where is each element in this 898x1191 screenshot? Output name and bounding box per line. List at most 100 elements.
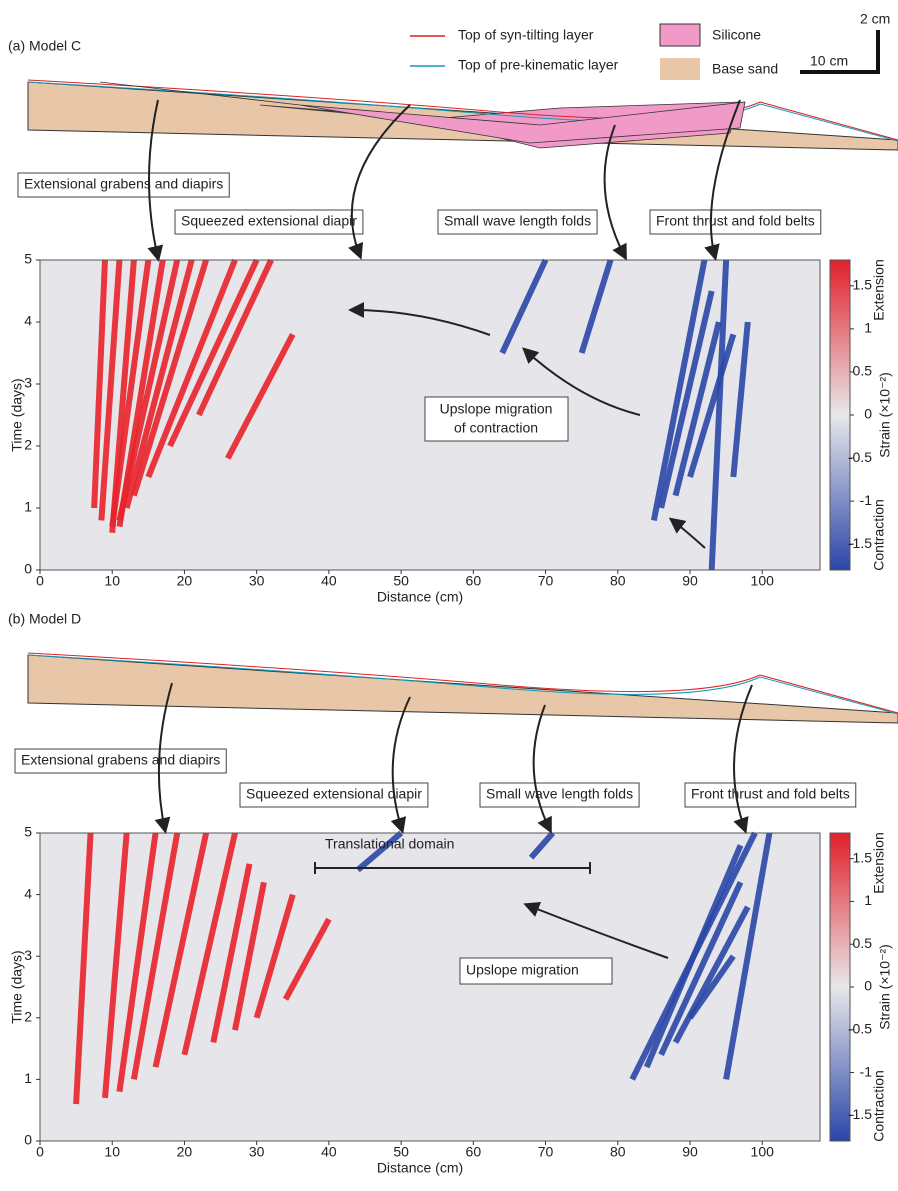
colorbar-tick-label: 0 [864, 406, 872, 422]
y-tick-label: 5 [24, 824, 32, 840]
base-sand [27, 654, 898, 724]
contraction-streak [672, 321, 722, 497]
x-tick-label: 60 [466, 1144, 482, 1160]
extension-streak [130, 832, 181, 1080]
colorbar-tick-label: -1.5 [848, 1106, 872, 1122]
x-tick-label: 30 [249, 573, 265, 589]
annotation: Small wave length folds [444, 213, 591, 229]
extension-streak [116, 259, 181, 522]
x-axis-label: Distance (cm) [377, 1160, 463, 1176]
x-tick-label: 30 [249, 1144, 265, 1160]
arrow [532, 704, 552, 834]
annotation-box [459, 957, 613, 985]
annotation-box [14, 748, 227, 774]
extension-streak [232, 881, 267, 1031]
extension-streak [73, 832, 94, 1105]
annotation-box [424, 396, 569, 442]
annotation: Extensional grabens and diapirs [24, 176, 223, 192]
colorbar-tick-label: 0 [864, 978, 872, 994]
contraction-streak [672, 905, 751, 1044]
legend-text: Top of syn-tilting layer [458, 27, 594, 43]
annotation: Upslope migration [466, 962, 579, 978]
colorbar-tick-label: 1.5 [853, 849, 873, 865]
colorbar-bottom: Contraction [871, 1070, 887, 1142]
arrow [348, 104, 411, 260]
extension-streak [181, 832, 238, 1056]
y-axis-label: Time (days) [9, 378, 25, 451]
extension-streak [116, 832, 159, 1093]
y-tick-label: 0 [24, 561, 32, 577]
legend-silicone [659, 23, 701, 47]
panel-label: (a) Model C [8, 38, 81, 54]
colorbar [829, 259, 851, 571]
silicone [99, 81, 746, 144]
x-tick-label: 100 [751, 1144, 775, 1160]
annotation-box [239, 782, 429, 808]
x-tick-label: 40 [321, 1144, 337, 1160]
contraction-streak [528, 831, 556, 860]
arrow [733, 684, 753, 834]
y-tick-label: 0 [24, 1132, 32, 1148]
arrow [668, 517, 706, 549]
colorbar-label: Strain (×10⁻²) [877, 372, 893, 458]
x-tick-label: 100 [751, 573, 775, 589]
contraction-streak [708, 259, 730, 571]
colorbar [829, 832, 851, 1142]
x-tick-label: 60 [466, 573, 482, 589]
y-tick-label: 1 [24, 1070, 32, 1086]
x-axis-label: Distance (cm) [377, 589, 463, 605]
x-tick-label: 20 [177, 1144, 193, 1160]
annotation-box [649, 209, 822, 235]
annotation: Extensional grabens and diapirs [21, 752, 220, 768]
scale-vertical: 2 cm [860, 11, 890, 27]
colorbar-tick-label: -1.5 [848, 535, 872, 551]
arrow [348, 302, 491, 336]
panel-label: (b) Model D [8, 611, 81, 627]
arrow [154, 682, 173, 834]
y-tick-label: 4 [24, 885, 32, 901]
extension-streak [210, 863, 253, 1044]
extension-streak [145, 258, 238, 479]
extension-streak [123, 259, 195, 509]
y-tick-label: 3 [24, 947, 32, 963]
extension-streak [109, 259, 152, 528]
arrow [522, 347, 641, 416]
colorbar-top: Extension [871, 832, 887, 893]
colorbar-bottom: Contraction [871, 499, 887, 571]
contraction-streak [687, 333, 737, 478]
x-tick-label: 0 [36, 573, 44, 589]
colorbar-tick-label: 1 [864, 320, 872, 336]
y-tick-label: 5 [24, 251, 32, 267]
scale-bar [800, 30, 880, 74]
annotation-box [684, 782, 857, 808]
x-tick-label: 90 [682, 573, 698, 589]
y-tick-label: 3 [24, 375, 32, 391]
extension-streak [102, 832, 130, 1099]
syn-line [27, 652, 898, 714]
x-tick-label: 70 [538, 573, 554, 589]
x-tick-label: 10 [104, 573, 120, 589]
x-tick-label: 80 [610, 1144, 626, 1160]
y-tick-label: 2 [24, 437, 32, 453]
plot-frame [39, 259, 821, 571]
colorbar-top: Extension [871, 259, 887, 320]
colorbar-label: Strain (×10⁻²) [877, 944, 893, 1030]
x-tick-label: 50 [393, 573, 409, 589]
colorbar-tick-label: -0.5 [848, 1020, 872, 1036]
arrow [704, 99, 741, 261]
arrow [523, 901, 669, 959]
extension-streak [225, 333, 296, 460]
y-tick-label: 4 [24, 313, 32, 329]
extension-streak [91, 259, 108, 509]
contraction-streak [355, 830, 404, 873]
x-tick-label: 70 [538, 1144, 554, 1160]
x-tick-label: 20 [177, 573, 193, 589]
annotation: Small wave length folds [486, 786, 633, 802]
legend-text: Base sand [712, 61, 778, 77]
contraction-streak [499, 258, 549, 355]
annotation: Front thrust and fold belts [691, 786, 850, 802]
y-axis-label: Time (days) [9, 950, 25, 1023]
scale-horizontal: 10 cm [810, 53, 848, 69]
x-tick-label: 10 [104, 1144, 120, 1160]
